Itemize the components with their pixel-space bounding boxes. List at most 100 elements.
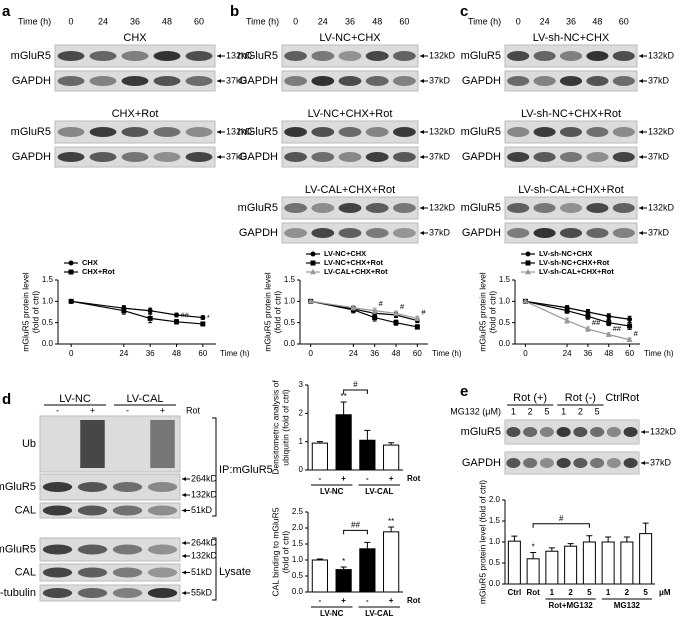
- ip-label: IP:mGluR5: [219, 464, 273, 476]
- x-tick-label: 24: [563, 349, 572, 358]
- blot-band: [556, 427, 571, 437]
- blot-title: LV-sh-NC+CHX+Rot: [521, 108, 621, 120]
- y-tick-label: 1.5: [284, 275, 296, 284]
- blot-band: [185, 76, 213, 86]
- blot-band: [523, 427, 538, 437]
- point: [606, 320, 612, 326]
- blot-row: [39, 584, 181, 602]
- blot-band: [121, 51, 149, 61]
- x-tick-label: 0: [308, 349, 313, 358]
- marker-label: 37kD: [429, 75, 451, 85]
- time-label: Time (h): [18, 16, 51, 26]
- point: [147, 308, 153, 314]
- point: [522, 298, 529, 304]
- blot-band: [185, 152, 213, 162]
- annotation: #: [379, 299, 384, 308]
- marker-arrowhead: [639, 130, 643, 134]
- row-label: μM: [659, 588, 671, 597]
- bar: [601, 541, 615, 585]
- x-tick-label: +: [341, 596, 346, 605]
- blot-band: [586, 51, 609, 61]
- marker-label: 132kD: [648, 126, 675, 136]
- comparison-bracket: [532, 523, 590, 528]
- blot-band: [42, 505, 73, 516]
- row-label: β-tubulin: [0, 587, 36, 599]
- group-label: MG132: [614, 601, 641, 610]
- annotation: *: [207, 313, 210, 322]
- y-tick-label: 1.0: [42, 296, 54, 305]
- blot-band: [153, 127, 181, 137]
- blot-band: [153, 51, 181, 61]
- blot-title: LV-sh-CAL+CHX+Rot: [518, 184, 624, 196]
- y-tick-label: 0: [299, 465, 304, 474]
- x-tick-label: 5: [587, 588, 592, 597]
- blot-band: [533, 127, 556, 137]
- error-bar: [642, 522, 649, 534]
- row-label: mGluR5: [11, 126, 51, 138]
- y-tick-label: 0.0: [42, 339, 54, 348]
- blot-band: [623, 458, 638, 468]
- blot-band: [284, 51, 308, 61]
- bar: [564, 545, 578, 585]
- dose: 2: [528, 406, 533, 416]
- y-axis-label: (fold of ctrl): [272, 291, 282, 334]
- sign: -: [126, 405, 129, 415]
- marker-arrowhead: [217, 79, 221, 83]
- blot-smear: [80, 420, 105, 468]
- legend-marker: [310, 260, 316, 266]
- blot-band: [612, 51, 635, 61]
- row-label: mGluR5: [461, 426, 501, 438]
- row-label: GAPDH: [462, 457, 501, 469]
- lysate-label: Lysate: [219, 566, 251, 578]
- blot-smear: [150, 420, 175, 468]
- blot-band: [89, 152, 117, 162]
- legend-label: LV-NC+CHX+Rot: [324, 258, 384, 267]
- blot-row: [54, 44, 216, 68]
- blot-band: [311, 228, 335, 238]
- row-label: GAPDH: [239, 75, 278, 87]
- blot-band: [153, 152, 181, 162]
- blot-band: [539, 458, 554, 468]
- blot-band: [365, 203, 389, 213]
- point: [307, 298, 314, 304]
- blot-band: [365, 127, 389, 137]
- bar: [383, 444, 400, 471]
- time-point: 48: [162, 16, 172, 26]
- blot-band: [392, 76, 416, 86]
- marker-arrowhead: [182, 541, 186, 545]
- y-axis-label: mGluR5 protein level: [477, 272, 487, 351]
- point: [121, 308, 127, 314]
- bar: [526, 558, 540, 585]
- x-tick-label: -: [366, 596, 369, 605]
- series-line: [525, 300, 630, 320]
- annotation: **: [341, 392, 347, 401]
- dose: 2: [578, 406, 583, 416]
- blot-row: [39, 563, 181, 582]
- time-point: 24: [318, 16, 328, 26]
- time-point: 24: [98, 16, 108, 26]
- blot-row: [281, 44, 419, 68]
- sign: -: [56, 405, 59, 415]
- legend-label: CHX+Rot: [82, 267, 115, 276]
- x-tick-label: +: [389, 596, 394, 605]
- header-label: Rot (+): [513, 392, 547, 404]
- row-label: mGluR5: [238, 126, 278, 138]
- dose-label: MG132 (μM): [450, 406, 501, 416]
- blot-band: [533, 203, 556, 213]
- x-tick-label: 0: [523, 349, 528, 358]
- column-label: LV-CAL: [126, 393, 163, 405]
- blot-band: [42, 567, 73, 578]
- row-label: Rot: [407, 474, 421, 483]
- blot-band: [507, 76, 530, 86]
- blot-band: [284, 228, 308, 238]
- comparison-label: ##: [351, 521, 360, 530]
- blot-band: [606, 458, 621, 468]
- marker-label: 132kD: [226, 126, 253, 136]
- error-bar: [605, 536, 612, 542]
- blot-band: [559, 203, 583, 213]
- x-tick-label: 36: [583, 349, 592, 358]
- legend-label: LV-CAL+CHX+Rot: [324, 267, 388, 276]
- point: [393, 310, 399, 316]
- blot-band: [89, 76, 117, 86]
- blot-band: [147, 505, 178, 516]
